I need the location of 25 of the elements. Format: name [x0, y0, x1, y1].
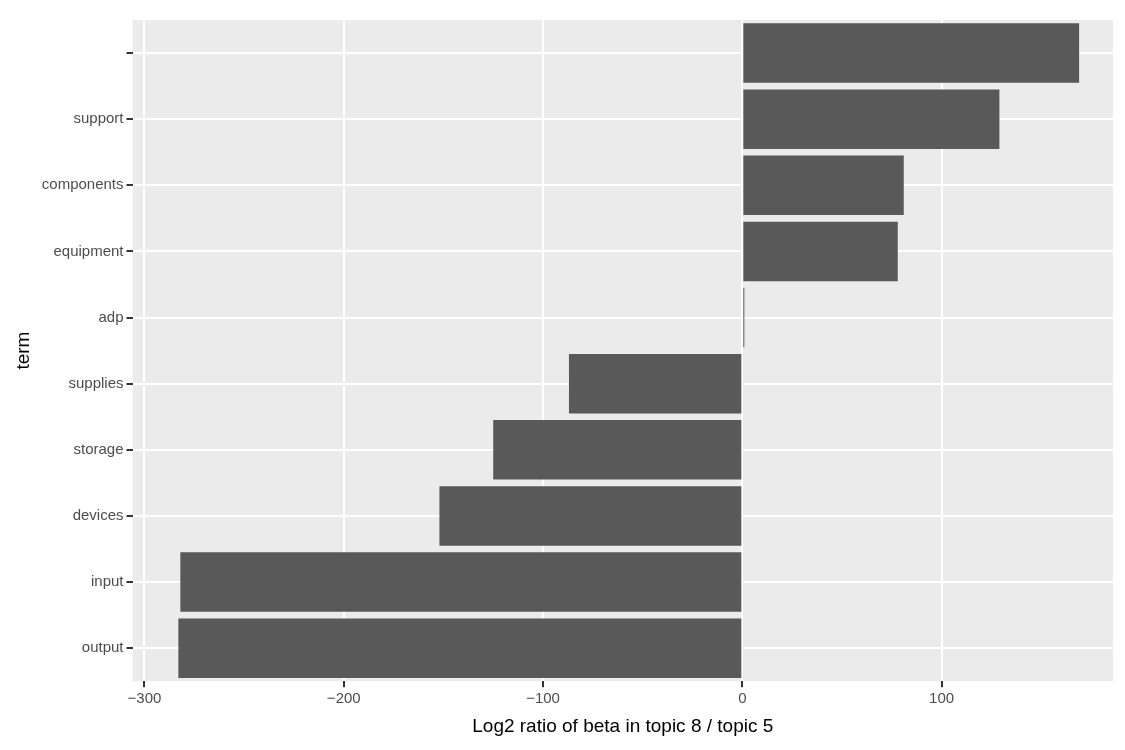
y-tick-label: devices [72, 506, 124, 524]
y-tick-label: supplies [68, 373, 124, 391]
bar [743, 221, 898, 282]
y-tick-label: storage [73, 439, 124, 457]
bar [180, 552, 742, 612]
bar [743, 89, 1000, 149]
bar [743, 155, 904, 216]
bar [568, 353, 742, 414]
x-axis-title: Log2 ratio of beta in topic 8 / topic 5 [472, 714, 774, 736]
y-tick-label: output [81, 638, 125, 656]
x-tick-label: 0 [738, 689, 747, 707]
y-axis-title: term [11, 331, 33, 370]
bar [439, 486, 742, 546]
y-tick-label: input [90, 572, 125, 590]
bar [493, 420, 742, 480]
y-tick-label: equipment [53, 241, 125, 259]
x-tick-label: −100 [526, 689, 560, 707]
x-tick-label: −300 [127, 689, 162, 707]
y-tick-label: components [41, 175, 124, 193]
bar [743, 23, 1080, 83]
x-tick-label: −200 [326, 689, 361, 707]
x-tick-label: 100 [929, 689, 955, 707]
bar [178, 618, 742, 678]
y-tick-label: support [73, 109, 125, 127]
y-tick-label: adp [98, 307, 124, 325]
